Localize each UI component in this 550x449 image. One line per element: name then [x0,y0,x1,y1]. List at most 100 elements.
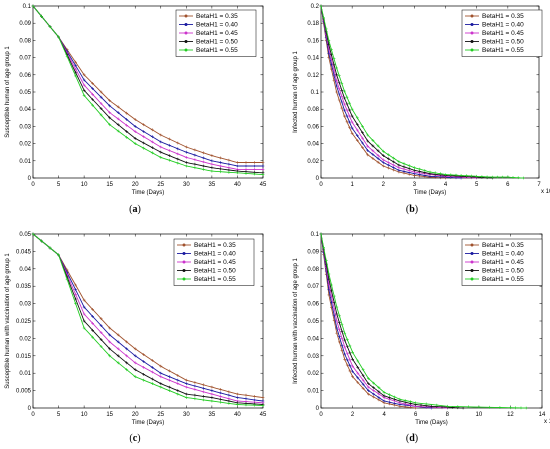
series-point [361,146,364,149]
legend-marker [184,40,188,43]
series-point [167,385,171,389]
series-point [142,130,146,133]
x-tick-label: 45 [260,182,267,188]
y-tick-label: 0.04 [307,142,319,148]
series-point [338,340,341,344]
legend-marker [470,40,474,43]
series-point [345,120,349,124]
series-point [108,111,112,114]
series-point [335,84,338,88]
series-point [355,139,359,142]
series-point [142,360,146,363]
series-point [176,378,180,382]
series-point [361,374,365,377]
legend-entry: BetaH1 = 0.55 [194,276,236,283]
series-point [202,386,205,390]
series-point [176,157,180,161]
series-point [407,164,411,168]
series-point [413,166,416,170]
series-point [496,175,499,179]
series-point [343,89,346,93]
y-axis-label: Susceptible human of age group 1 [5,46,11,138]
y-tick-label: 0.1 [311,232,320,238]
legend-entry: BetaH1 = 0.35 [196,13,238,20]
panel-label: (a) [129,204,141,215]
series-point [116,111,120,114]
series-point [184,392,188,396]
series-point [125,118,129,121]
series-point [343,102,346,106]
y-tick-label: 0.01 [19,371,31,377]
series-point [210,385,214,389]
series-point [108,326,112,330]
series-point [413,168,416,172]
series-point [99,90,103,94]
series-point [398,397,402,401]
chart-panel-3: 0 2 4 6 8 10 12 14 0 0.01 0.02 0.03 0.04 0.05 0.06 0.07… [293,232,550,444]
series-point [236,161,239,164]
series-point [167,389,171,392]
y-axis-label: Infected human with vaccination of age g… [293,257,299,383]
legend-marker [182,252,186,255]
series-point [159,375,163,379]
series-point [345,338,349,341]
series-line [32,5,263,170]
series-point [108,116,112,120]
series-point [210,396,214,399]
series-point [409,400,412,403]
series-point [381,164,385,168]
legend-entry: BetaH1 = 0.40 [482,251,524,258]
series-point [99,331,103,334]
series-point [397,163,401,167]
series-point [381,161,385,164]
series-point [348,101,351,105]
series-point [133,142,137,145]
series-point [332,68,336,72]
series-point [167,369,171,373]
y-tick-label: 0.04 [19,267,31,273]
series-point [125,123,129,127]
series-point [338,328,341,332]
series-point [338,314,341,318]
series-point [219,164,222,168]
series-point [193,158,197,162]
legend-entry: BetaH1 = 0.50 [482,268,524,275]
series-point [116,105,120,109]
series-point [387,153,390,157]
series-point [40,239,43,243]
legend-marker [470,243,474,247]
series-point [343,96,346,100]
series-line [32,233,264,402]
x-tick-label: 1 [350,182,354,188]
series-point [82,305,86,309]
y-tick-label: 0.04 [307,336,319,342]
series-point [428,170,432,174]
x-tick-label: 0 [31,182,35,188]
series-point [335,331,339,335]
series-point [227,170,231,174]
x-axis-label: Time (Days) [414,190,446,196]
series-point [356,371,360,375]
series-point [501,175,505,179]
series-point [91,315,94,318]
series-point [261,396,265,399]
series-point [261,168,265,171]
series-point [330,53,333,57]
series-point [193,153,197,157]
series-point [142,141,146,145]
series-point [219,397,222,401]
x-tick-label: 0 [31,412,35,418]
series-point [108,333,112,337]
series-point [343,357,347,361]
x-axis-label: Time (Days) [132,420,164,426]
series-point [361,131,364,135]
series-point [133,125,137,128]
x-tick-label: 6 [414,412,418,418]
series-point [159,385,163,389]
series-point [430,404,433,408]
series-point [159,133,163,137]
series-point [108,104,112,108]
series-point [116,347,120,351]
y-tick-label: 0.16 [307,38,319,44]
series-point [519,406,523,410]
